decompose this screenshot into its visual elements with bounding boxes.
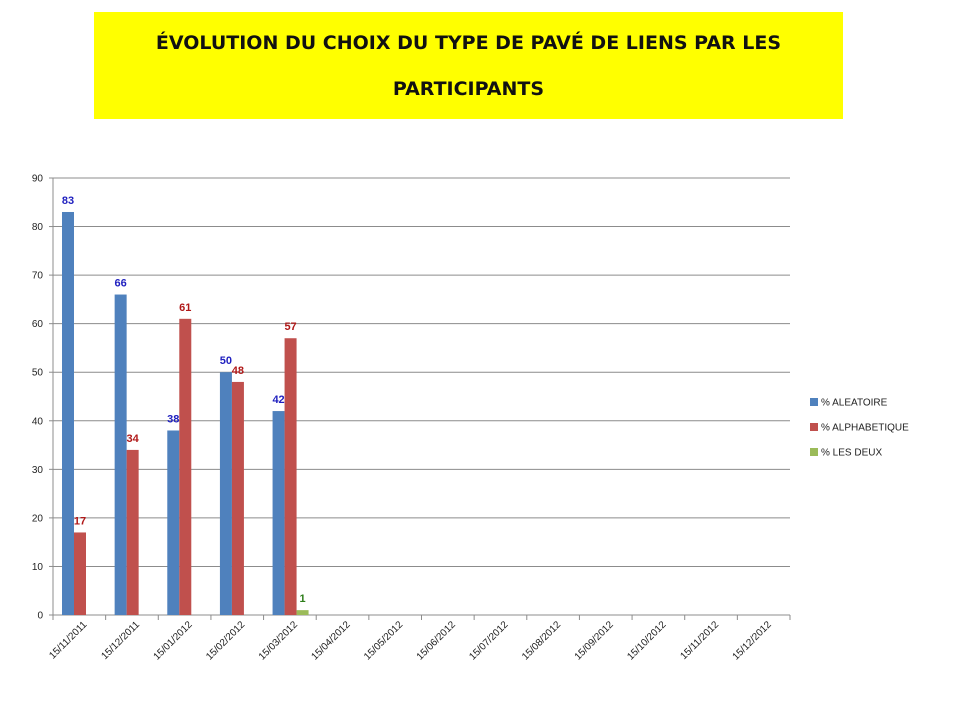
data-labels: 83 66 38 50 42 17 34 61 48 57 1	[62, 195, 306, 605]
x-tick-label: 15/05/2012	[362, 619, 405, 662]
data-label: 38	[167, 413, 179, 425]
bar	[62, 211, 74, 615]
x-tick-label: 15/06/2012	[415, 619, 458, 662]
bar	[231, 381, 244, 615]
x-tick-label: 15/01/2012	[152, 619, 195, 662]
y-tick-label: 10	[32, 562, 44, 573]
x-axis-ticks: 15/11/2011 15/12/2011 15/01/2012 15/02/2012…	[47, 615, 791, 663]
legend: % ALEATOIRE % ALPHABETIQUE % LES DEUX	[810, 398, 909, 459]
legend-swatch	[810, 398, 818, 406]
chart-title: ÉVOLUTION DU CHOIX DU TYPE DE PAVÉ DE LI…	[155, 31, 782, 100]
data-label: 57	[284, 321, 296, 333]
data-label: 83	[62, 195, 74, 207]
y-axis-ticks: 0 10 20 30 40 50 60 70 80 90	[32, 174, 53, 622]
x-tick-label: 15/10/2012	[625, 619, 668, 662]
x-tick-label: 15/11/2011	[47, 619, 89, 661]
axes	[52, 178, 790, 616]
data-label: 17	[74, 515, 86, 527]
x-tick-label: 15/12/2011	[99, 619, 142, 662]
bar	[284, 338, 297, 615]
bar	[179, 318, 192, 615]
data-label: 42	[272, 394, 284, 406]
legend-swatch	[810, 423, 818, 431]
y-tick-label: 0	[37, 611, 43, 622]
data-label: 48	[232, 365, 244, 377]
legend-label: % ALEATOIRE	[821, 398, 888, 409]
y-tick-label: 50	[32, 368, 44, 379]
bars	[62, 211, 309, 615]
y-tick-label: 20	[32, 513, 44, 524]
grid-lines	[53, 177, 790, 616]
data-label: 50	[220, 355, 232, 367]
x-tick-label: 15/07/2012	[467, 619, 510, 662]
data-label: 34	[127, 433, 140, 445]
bar	[219, 372, 232, 615]
y-tick-label: 60	[32, 319, 44, 330]
y-tick-label: 70	[32, 271, 44, 282]
bar	[74, 532, 86, 615]
y-tick-label: 30	[32, 465, 44, 476]
bar	[114, 294, 127, 615]
legend-label: % LES DEUX	[821, 448, 882, 459]
legend-label: % ALPHABETIQUE	[821, 423, 909, 434]
chart-title-banner: ÉVOLUTION DU CHOIX DU TYPE DE PAVÉ DE LI…	[94, 12, 843, 119]
bar	[126, 449, 139, 615]
y-tick-label: 90	[32, 174, 44, 185]
x-tick-label: 15/11/2012	[679, 619, 722, 662]
bar	[272, 411, 285, 615]
y-tick-label: 40	[32, 416, 44, 427]
x-tick-label: 15/12/2012	[731, 619, 774, 662]
bar	[167, 430, 180, 615]
x-tick-label: 15/09/2012	[573, 619, 616, 662]
data-label: 1	[300, 593, 306, 605]
y-tick-label: 80	[32, 222, 44, 233]
bar	[296, 610, 309, 615]
legend-swatch	[810, 448, 818, 456]
data-label: 66	[115, 278, 127, 290]
x-tick-label: 15/03/2012	[257, 619, 300, 662]
x-tick-label: 15/04/2012	[309, 619, 352, 662]
x-tick-label: 15/02/2012	[204, 619, 247, 662]
x-tick-label: 15/08/2012	[520, 619, 563, 662]
data-label: 61	[179, 302, 191, 314]
